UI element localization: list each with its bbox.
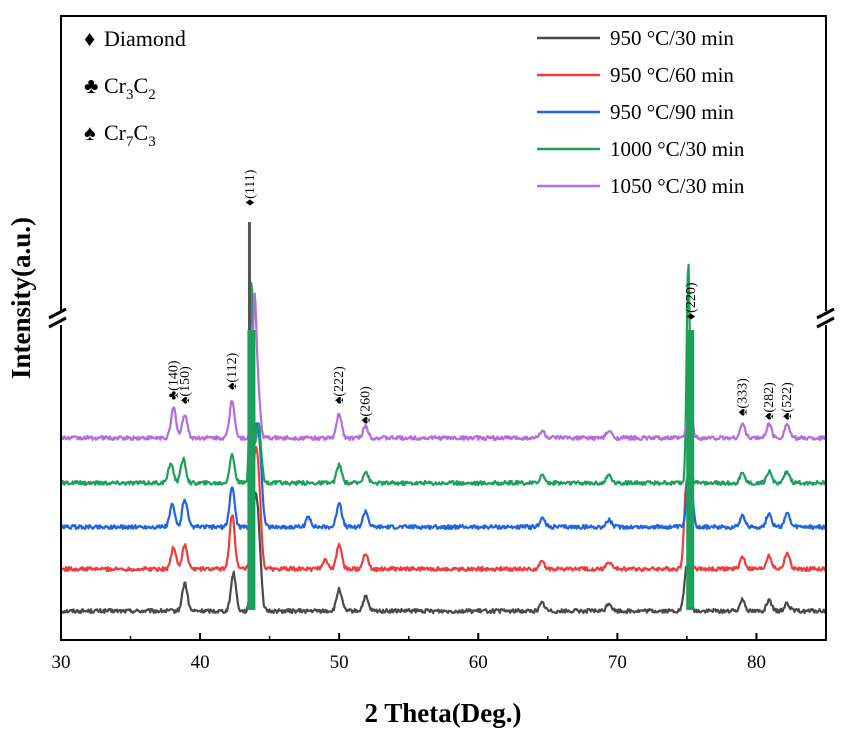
peak-label: ♠(150) xyxy=(178,366,193,404)
legend-label: 1050 °C/30 min xyxy=(610,174,745,198)
peak-symbol: ♠ xyxy=(736,408,751,416)
peak-symbol: ♠ xyxy=(780,412,795,420)
phase-label-text: Cr xyxy=(104,120,127,145)
phase-sub2: 2 xyxy=(148,87,156,103)
phase-symbol: ♠ xyxy=(84,120,96,145)
phase-label: Diamond xyxy=(104,26,186,51)
x-tick-label: 30 xyxy=(52,652,71,673)
phase-legend: ♦ Diamond♣ Cr3C2♠ Cr7C3 xyxy=(84,26,186,150)
left-axis-break xyxy=(48,307,70,329)
peak-label: ♠(222) xyxy=(332,366,347,404)
peak-index: (111) xyxy=(243,169,258,199)
phase-sub1: 3 xyxy=(126,87,134,103)
peak-symbol: ♠ xyxy=(225,382,240,390)
phase-symbol: ♦ xyxy=(84,26,95,51)
legend-label: 1000 °C/30 min xyxy=(610,137,745,161)
peak-index: (260) xyxy=(359,386,374,417)
y-axis-title: Intensity(a.u.) xyxy=(6,217,36,379)
phase-label-text: Diamond xyxy=(104,26,186,51)
phase-symbol: ♣ xyxy=(84,73,98,98)
peak-index: (140) xyxy=(167,360,182,391)
legend-label: 950 °C/30 min xyxy=(610,26,734,50)
series-line-1 xyxy=(60,446,827,573)
phase-mid: C xyxy=(134,120,149,145)
phase-sub2: 3 xyxy=(148,134,156,150)
peak-index: (112) xyxy=(225,352,240,382)
legend-label: 950 °C/60 min xyxy=(610,63,734,87)
x-tick-label: 70 xyxy=(608,652,627,673)
phase-sub1: 7 xyxy=(126,134,134,150)
peak-label: ♣(140) xyxy=(167,360,182,400)
series-line-0 xyxy=(60,491,827,615)
x-tick-label: 80 xyxy=(747,652,766,673)
series-legend: 950 °C/30 min 950 °C/60 min 950 °C/90 min 1… xyxy=(537,26,745,198)
peak-index: (333) xyxy=(736,378,751,409)
peak-index: (222) xyxy=(332,366,347,397)
x-axis-ticks: 30 40 50 60 70 80 xyxy=(52,633,827,673)
series-line-2 xyxy=(60,422,827,531)
peak-label: ♠(333) xyxy=(736,378,751,416)
phase-label-text: Cr xyxy=(104,73,127,98)
peak-symbol: ♦ xyxy=(684,313,699,320)
diamond-111-bar xyxy=(247,330,256,610)
peak-symbol: ♠ xyxy=(359,416,374,424)
peak-symbol: ♣ xyxy=(167,391,182,400)
peak-symbol: ♠ xyxy=(332,396,347,404)
peak-label: ♠(260) xyxy=(359,386,374,424)
series-layer xyxy=(60,222,827,615)
x-tick-label: 50 xyxy=(330,652,349,673)
right-axis-break xyxy=(816,307,835,329)
x-tick-label: 40 xyxy=(191,652,210,673)
plot-frame xyxy=(60,15,827,641)
peak-label: ♠(522) xyxy=(780,382,795,420)
x-axis-title: 2 Theta(Deg.) xyxy=(365,698,522,728)
peak-index: (150) xyxy=(178,366,193,397)
phase-mid: C xyxy=(134,73,149,98)
peak-index: (522) xyxy=(780,382,795,413)
peak-label: ♠(112) xyxy=(225,352,240,390)
peak-index: (282) xyxy=(762,382,777,413)
peak-symbol: ♠ xyxy=(178,396,193,404)
phase-label: Cr7C3 xyxy=(104,120,156,150)
series-line-4 xyxy=(60,292,827,442)
peak-symbol: ♦ xyxy=(243,199,258,206)
peak-label: ♠(282) xyxy=(762,382,777,420)
diamond-220-bar xyxy=(686,330,695,610)
x-tick-label: 60 xyxy=(469,652,488,673)
phase-label: Cr3C2 xyxy=(104,73,156,103)
peak-symbol: ♠ xyxy=(762,412,777,420)
peak-labels: ♣(140)♠(150) ♠(112)♦(111)♠(222)♠(260)♦(22… xyxy=(167,169,795,424)
peak-label: ♦(111) xyxy=(243,169,258,206)
legend-label: 950 °C/90 min xyxy=(610,100,734,124)
peak-index: (220) xyxy=(684,282,699,313)
peak-label: ♦(220) xyxy=(684,282,699,320)
series-line-3 xyxy=(60,263,827,487)
